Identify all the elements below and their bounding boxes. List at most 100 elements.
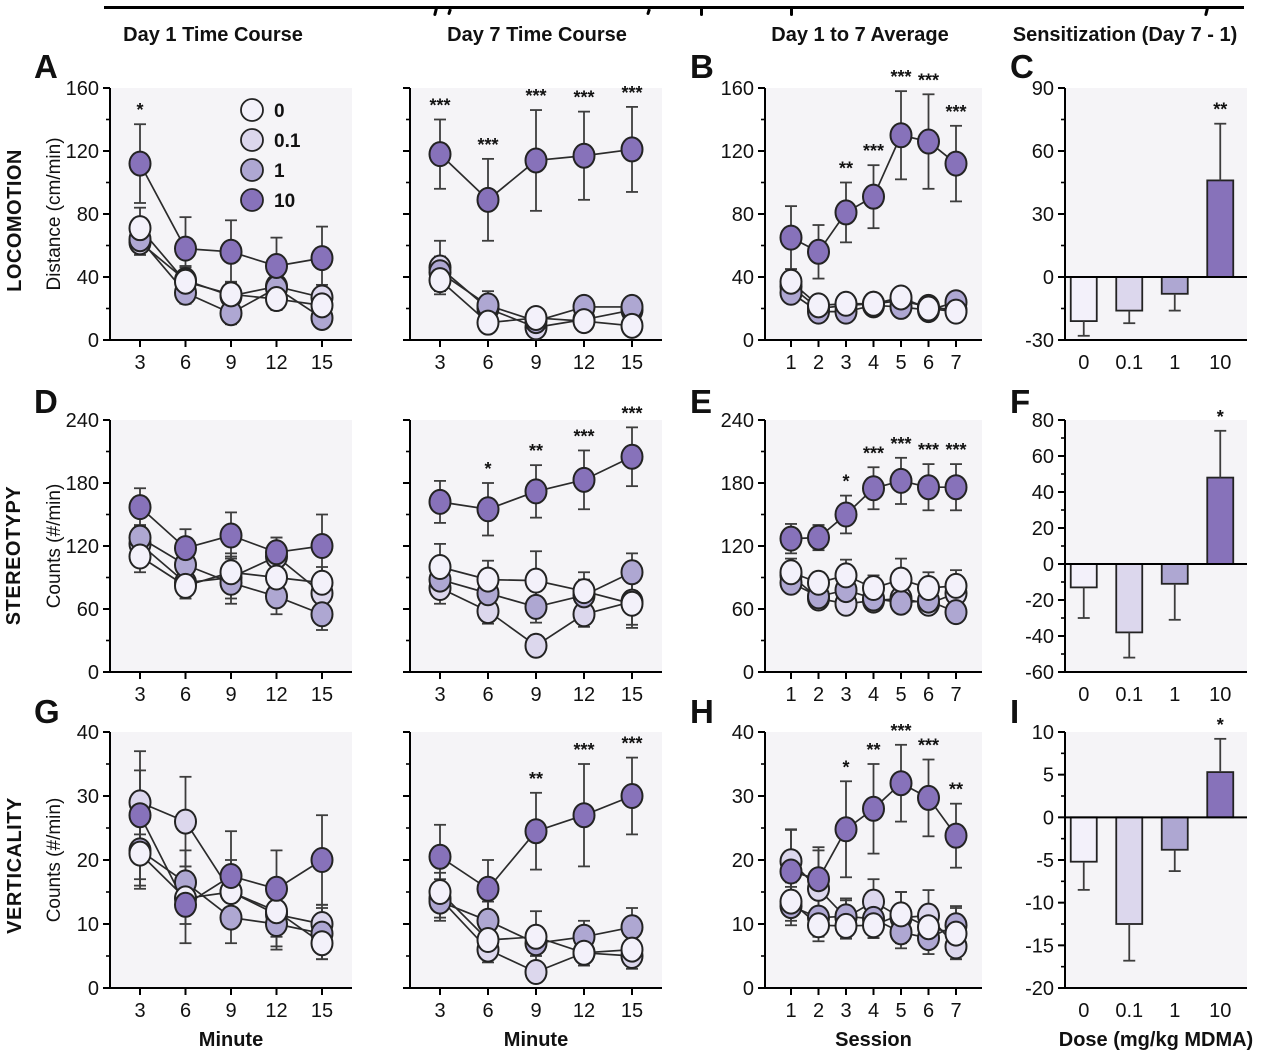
x-tick-label: 5 — [895, 352, 906, 374]
data-point-dose-10 — [779, 224, 803, 251]
x-tick-label: 15 — [621, 352, 643, 374]
x-tick-label: 15 — [311, 352, 333, 374]
x-axis-title: Session — [835, 1029, 912, 1051]
sig-marker: * — [484, 459, 491, 479]
x-tick-label: 7 — [950, 1000, 961, 1022]
x-tick-label: 12 — [265, 352, 287, 374]
y-tick-label: 120 — [66, 141, 99, 163]
sig-marker: *** — [429, 96, 450, 116]
x-tick-label: 3 — [134, 1000, 145, 1022]
column-header-day1-7-average: Day 1 to 7 Average — [771, 24, 949, 46]
sig-marker: ** — [839, 159, 853, 179]
x-tick-label: 12 — [573, 684, 595, 706]
sig-marker: *** — [863, 443, 884, 463]
x-tick-label: 3 — [134, 352, 145, 374]
y-tick-label: 20 — [1032, 518, 1054, 540]
data-point-dose-0 — [524, 304, 548, 331]
data-point-dose-10 — [428, 843, 452, 870]
title-descender-fragment — [447, 8, 452, 16]
data-point-dose-10 — [620, 783, 644, 809]
panel-D: 0 60 120 180 240 D Counts (#/min) 3 6 9 12 15 — [34, 385, 352, 706]
data-point-dose-0 — [620, 312, 644, 339]
x-tick-label: 12 — [265, 1000, 287, 1022]
data-point-dose-10 — [128, 802, 152, 829]
y-tick-label: 80 — [77, 204, 99, 226]
x-axis-title: Dose (mg/kg MDMA) — [1059, 1029, 1253, 1051]
row-label-stereotypy: STEREOTYPY — [3, 485, 26, 625]
panel-F: -60 -40 -20 0 20 40 60 80F 0 0.1 1 * 10 — [1010, 385, 1247, 706]
data-point-dose-0 — [834, 912, 858, 939]
data-point-dose-1 — [310, 601, 334, 628]
bar-dose-1 — [1160, 816, 1189, 851]
data-point-dose-0 — [889, 566, 913, 593]
data-point-dose-10 — [834, 816, 858, 843]
sig-marker: *** — [890, 721, 911, 741]
data-point-dose-10 — [174, 891, 197, 918]
data-point-dose-10 — [572, 802, 596, 829]
data-point-dose-10 — [834, 501, 858, 528]
data-point-dose-10 — [944, 150, 968, 177]
y-tick-label: 0 — [1043, 267, 1054, 289]
data-point-dose-0 — [128, 543, 152, 570]
x-tick-label: 6 — [180, 1000, 191, 1022]
y-tick-label: 90 — [1032, 78, 1054, 100]
data-point-dose-10 — [862, 183, 885, 210]
x-tick-label: 7 — [950, 352, 961, 374]
data-point-dose-1 — [889, 589, 913, 616]
data-point-dose-10 — [219, 238, 243, 265]
y-tick-label: 60 — [732, 599, 754, 621]
data-point-dose-10 — [620, 443, 644, 470]
y-tick-label: 60 — [77, 599, 99, 621]
y-axis-title: Counts (#/min) — [44, 798, 65, 923]
x-tick-label: 1 — [785, 352, 796, 374]
legend-label-dose-10: 10 — [274, 191, 295, 212]
panel-r0c1: 3 6 9 12 15 *** *** *** *** *** — [403, 83, 662, 374]
sig-marker: *** — [573, 426, 594, 446]
data-point-dose-0 — [834, 290, 858, 317]
data-point-dose-0.1 — [174, 808, 197, 835]
sig-marker: *** — [621, 734, 642, 754]
y-tick-label: 80 — [732, 204, 754, 226]
panel-letter-A: A — [34, 50, 58, 85]
bar-dose-1 — [1160, 276, 1189, 295]
data-point-dose-10 — [807, 524, 830, 551]
y-tick-label: 160 — [66, 78, 99, 100]
x-tick-label: 12 — [265, 684, 287, 706]
title-descender-fragment — [700, 8, 703, 16]
column-header-day1-time-course: Day 1 Time Course — [123, 24, 303, 46]
data-point-dose-0 — [428, 554, 452, 580]
data-point-dose-1 — [944, 599, 968, 626]
column-header-day7-time-course: Day 7 Time Course — [447, 24, 627, 46]
sig-marker: ** — [529, 441, 543, 461]
y-tick-label: 20 — [77, 850, 99, 872]
bar-x-label-0: 0 — [1078, 352, 1089, 374]
y-tick-label: -20 — [1025, 590, 1054, 612]
data-point-dose-10 — [265, 252, 288, 279]
data-point-dose-10 — [834, 199, 858, 226]
legend-swatch-dose-10 — [240, 188, 264, 212]
bar-dose-10 — [1206, 771, 1235, 819]
y-tick-label: -60 — [1025, 662, 1054, 684]
data-point-dose-0 — [807, 292, 830, 319]
data-point-dose-10 — [310, 245, 334, 272]
y-tick-label: 0 — [88, 662, 99, 684]
x-tick-label: 6 — [482, 684, 493, 706]
data-point-dose-10 — [174, 235, 197, 262]
data-point-dose-10 — [476, 875, 500, 902]
data-point-dose-0 — [944, 572, 968, 599]
y-tick-label: -30 — [1025, 330, 1054, 352]
panel-A: 0 40 80 120 160 A Distance (cm/min) 3 6 9 12 15 * 0 0.… — [34, 50, 352, 374]
y-tick-label: 120 — [721, 141, 754, 163]
x-tick-label: 3 — [840, 684, 851, 706]
x-tick-label: 4 — [868, 684, 879, 706]
y-tick-label: 60 — [1032, 446, 1054, 468]
data-point-dose-10 — [572, 466, 596, 493]
x-tick-label: 1 — [785, 684, 796, 706]
y-tick-label: 120 — [721, 536, 754, 558]
data-point-dose-10 — [174, 535, 197, 562]
sig-marker: *** — [890, 434, 911, 454]
title-descender-fragment — [433, 7, 438, 17]
y-axis-title: Counts (#/min) — [44, 484, 65, 609]
